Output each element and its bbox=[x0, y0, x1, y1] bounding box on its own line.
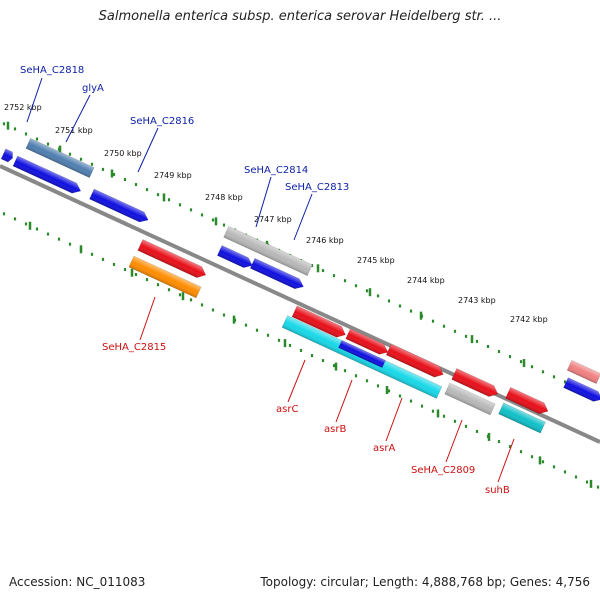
feature-shade bbox=[345, 328, 388, 355]
feature-shade bbox=[451, 368, 498, 397]
feature-shade bbox=[292, 305, 346, 338]
leader-line bbox=[137, 127, 159, 173]
feature-left-edge[interactable] bbox=[0, 148, 15, 163]
gene-label-suhb: suhB bbox=[485, 485, 510, 496]
ruler-label: 2750 kbp bbox=[104, 149, 142, 158]
leader-line bbox=[293, 193, 313, 241]
feature-suhb[interactable] bbox=[498, 402, 546, 434]
gene-label-sehac2818: SeHA_C2818 bbox=[20, 65, 84, 76]
feature-sehac2814[interactable] bbox=[223, 225, 313, 277]
feature-shade bbox=[498, 402, 546, 434]
ruler-label: 2742 kbp bbox=[510, 315, 548, 324]
gene-label-sehac2816: SeHA_C2816 bbox=[130, 116, 194, 127]
ruler-label: 2749 kbp bbox=[154, 171, 192, 180]
leader-line bbox=[385, 397, 403, 442]
ruler-label: 2746 kbp bbox=[306, 236, 344, 245]
ruler-track-bottom bbox=[2, 212, 600, 489]
feature-red-c[interactable] bbox=[505, 387, 551, 416]
feature-shade bbox=[1, 148, 13, 163]
feature-sehac2813[interactable] bbox=[249, 257, 305, 291]
topology-summary: Topology: circular; Length: 4,888,768 bp… bbox=[260, 575, 590, 589]
leader-line bbox=[65, 94, 91, 143]
feature-shade bbox=[505, 387, 548, 414]
feature-blue-small[interactable] bbox=[217, 245, 254, 270]
gene-label-asrc: asrC bbox=[276, 404, 298, 415]
leader-line bbox=[287, 359, 306, 403]
leader-line bbox=[445, 419, 463, 463]
leader-line bbox=[497, 438, 515, 483]
gene-label-asrb: asrB bbox=[324, 424, 346, 435]
feature-sehac2818[interactable] bbox=[25, 138, 95, 178]
ruler-label: 2744 kbp bbox=[407, 276, 445, 285]
accession-label: Accession: NC_011083 bbox=[9, 575, 146, 589]
leader-line bbox=[255, 176, 272, 228]
ruler-label: 2751 kbp bbox=[55, 126, 93, 135]
feature-shade bbox=[137, 239, 206, 278]
feature-shade bbox=[217, 245, 253, 268]
feature-sehac2809[interactable] bbox=[444, 382, 496, 416]
page-title: Salmonella enterica subsp. enterica sero… bbox=[98, 9, 502, 24]
feature-shade bbox=[338, 340, 386, 368]
feature-red-a[interactable] bbox=[291, 305, 348, 340]
ruler-label: 2743 kbp bbox=[458, 296, 496, 305]
feature-shade bbox=[563, 377, 600, 402]
feature-glya[interactable] bbox=[12, 155, 83, 196]
gene-label-sehac2813: SeHA_C2813 bbox=[285, 182, 349, 193]
ruler-label: 2752 kbp bbox=[4, 103, 42, 112]
feature-shade bbox=[567, 360, 600, 384]
feature-shade bbox=[89, 189, 149, 223]
feature-shade bbox=[128, 256, 202, 298]
feature-shade bbox=[386, 344, 444, 378]
ruler-label: 2748 kbp bbox=[205, 193, 243, 202]
gene-label-sehac2815: SeHA_C2815 bbox=[102, 342, 166, 353]
feature-shade bbox=[25, 138, 95, 178]
feature-blue-inner[interactable] bbox=[338, 340, 386, 368]
feature-shade bbox=[12, 155, 81, 194]
feature-right-edge-blue[interactable] bbox=[563, 377, 600, 405]
ruler-label: 2747 kbp bbox=[254, 215, 292, 224]
genome-backbone bbox=[0, 164, 600, 444]
gene-label-sehac2814: SeHA_C2814 bbox=[244, 165, 308, 176]
gene-label-asra: asrA bbox=[373, 443, 395, 454]
feature-shade bbox=[444, 383, 496, 415]
feature-sehac2816[interactable] bbox=[89, 188, 151, 225]
leader-line bbox=[335, 379, 353, 423]
feature-asrb[interactable] bbox=[345, 328, 391, 357]
gene-label-sehac2809: SeHA_C2809 bbox=[411, 465, 475, 476]
feature-shade bbox=[223, 226, 313, 276]
feature-right-edge-pink[interactable] bbox=[566, 359, 600, 385]
feature-shade bbox=[250, 258, 304, 289]
feature-asra[interactable] bbox=[385, 343, 446, 380]
feature-red-upper[interactable] bbox=[137, 239, 208, 281]
leader-line bbox=[139, 296, 156, 341]
leader-line bbox=[26, 77, 43, 123]
feature-sehac2815[interactable] bbox=[128, 255, 202, 299]
ruler-label: 2745 kbp bbox=[357, 256, 395, 265]
gene-label-glya: glyA bbox=[82, 83, 104, 94]
feature-red-b[interactable] bbox=[451, 368, 501, 400]
